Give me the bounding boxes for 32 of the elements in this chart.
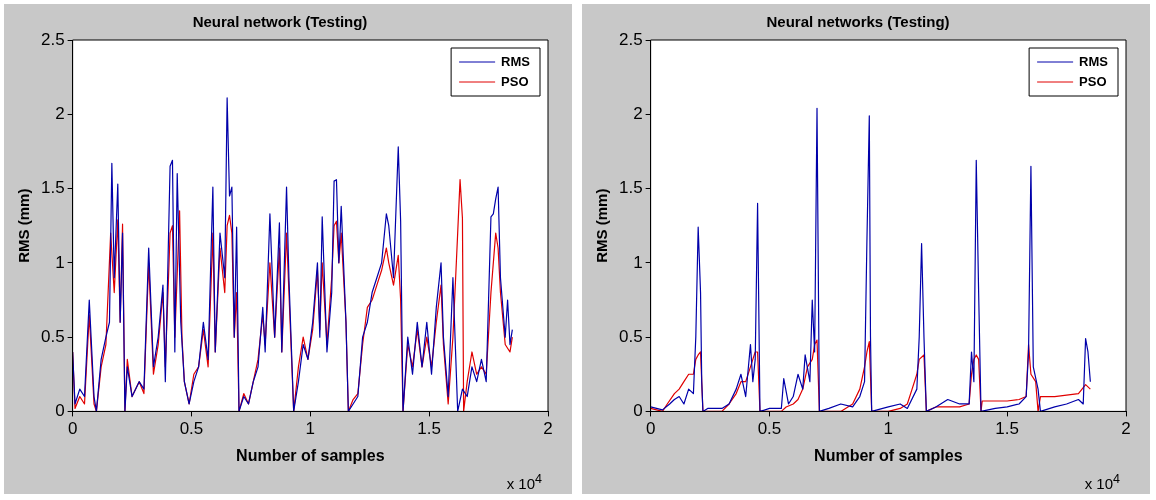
legend-label: PSO [1079, 73, 1107, 89]
x-tick-label: 1 [305, 419, 316, 439]
x-tick-label: 0.5 [757, 419, 782, 439]
y-tick-label: 0 [633, 401, 643, 421]
y-tick-label: 2.5 [618, 29, 643, 49]
y-axis-title: RMS (mm) [15, 188, 33, 263]
y-tick-label: 0 [55, 401, 65, 421]
y-tick-label: 2 [55, 103, 65, 123]
x-tick-label: 1.5 [995, 419, 1019, 439]
x-tick-label: 1 [883, 419, 894, 439]
legend-label: RMS [501, 53, 531, 69]
chart-title: Neural networks (Testing) [766, 13, 950, 31]
y-tick-label: 1.5 [40, 178, 65, 198]
x-tick-label: 2 [543, 419, 553, 439]
y-axis-title: RMS (mm) [593, 188, 611, 263]
x-tick-label: 0.5 [179, 419, 204, 439]
x-tick-label: 2 [1121, 419, 1131, 439]
y-tick-label: 1 [633, 252, 643, 272]
y-tick-label: 0.5 [618, 326, 643, 346]
x-tick-label: 1.5 [417, 419, 441, 439]
y-tick-label: 2 [633, 103, 643, 123]
legend-label: RMS [1079, 53, 1109, 69]
x-axis-title: Number of samples [814, 446, 963, 464]
y-tick-label: 1 [55, 252, 65, 272]
y-tick-label: 0.5 [40, 326, 65, 346]
y-tick-label: 1.5 [618, 178, 643, 198]
chart-title: Neural network (Testing) [192, 13, 368, 31]
x-axis-title: Number of samples [236, 446, 385, 464]
text: x 10$^{4}$ [1084, 472, 1120, 492]
y-tick-label: 2.5 [40, 29, 65, 49]
legend-label: PSO [501, 73, 529, 89]
text: x 10$^{4}$ [506, 472, 542, 492]
